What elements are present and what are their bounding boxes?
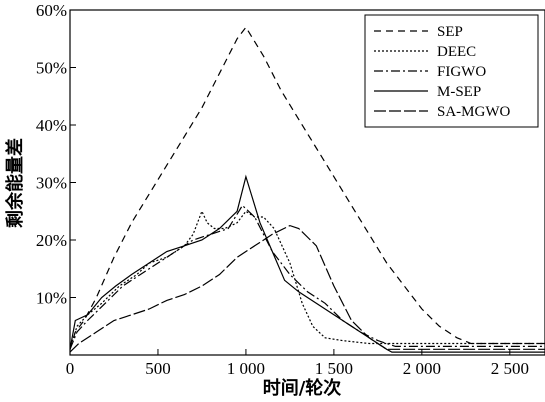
axis-ticks: 0 500 1 000 1 500 2 000 2 500 10% 20% 30% 40% 50% 6…	[36, 1, 529, 378]
legend-label: SEP	[437, 24, 463, 40]
y-tick-label: 30%	[36, 174, 67, 193]
x-tick-label: 1 000	[227, 359, 265, 378]
y-axis-label: 剩余能量差	[4, 138, 26, 228]
x-tick-label: 500	[145, 359, 171, 378]
x-tick-label: 2 000	[403, 359, 441, 378]
y-tick-label: 40%	[36, 116, 67, 135]
series-group	[69, 26, 545, 353]
y-tick-label: 20%	[36, 231, 67, 250]
legend-label: M-SEP	[437, 84, 481, 100]
legend-label: FIGWO	[437, 64, 486, 80]
x-axis-label: 时间/轮次	[263, 377, 342, 399]
y-tick-label: 60%	[36, 1, 67, 20]
series-line-deec	[69, 209, 545, 350]
y-tick-label: 50%	[36, 59, 67, 78]
series-line-figwo	[69, 204, 545, 350]
legend-label: SA-MGWO	[437, 104, 510, 120]
x-tick-label: 1 500	[315, 359, 353, 378]
x-tick-label: 2 500	[491, 359, 529, 378]
x-tick-label: 0	[66, 359, 75, 378]
legend-label: DEEC	[437, 44, 476, 60]
legend: SEP DEEC FIGWO M-SEP SA-MGWO	[364, 14, 539, 128]
y-tick-label: 10%	[36, 289, 67, 308]
series-line-m-sep	[69, 174, 545, 353]
series-line-sep	[69, 26, 545, 350]
series-line-sa-mgwo	[69, 224, 545, 353]
